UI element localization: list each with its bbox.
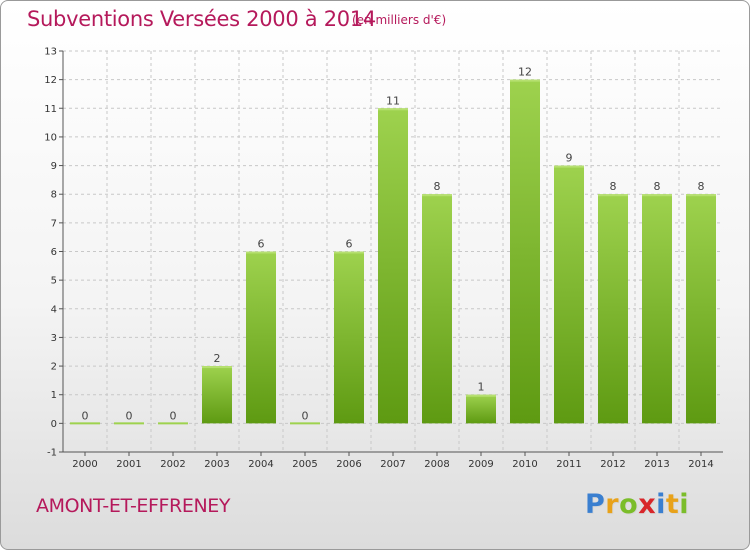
x-tick-label: 2009 <box>468 459 493 470</box>
bar-highlight <box>246 251 276 254</box>
x-tick-label: 2013 <box>644 459 669 470</box>
y-tick-label: 1 <box>51 390 57 401</box>
y-tick-label: -1 <box>47 448 57 459</box>
x-tick-label: 2014 <box>688 459 713 470</box>
logo-letter: r <box>605 489 620 520</box>
x-tick-label: 2007 <box>380 459 405 470</box>
y-tick-label: 4 <box>51 304 57 315</box>
x-tick-label: 2006 <box>336 459 361 470</box>
y-tick-label: 2 <box>51 362 57 373</box>
data-label: 6 <box>346 238 353 251</box>
proxiti-logo[interactable]: Proxiti <box>585 489 689 520</box>
y-tick-label: 8 <box>51 190 57 201</box>
y-tick-label: 13 <box>44 47 57 58</box>
logo-letter: i <box>656 489 666 520</box>
data-label: 8 <box>654 180 661 193</box>
y-tick-label: 11 <box>44 104 57 115</box>
y-tick-label: 9 <box>51 161 57 172</box>
bar-highlight <box>334 251 364 254</box>
x-tick-label: 2011 <box>556 459 581 470</box>
data-label: 0 <box>126 409 133 422</box>
bar <box>466 394 496 424</box>
x-tick-label: 2012 <box>600 459 625 470</box>
data-label: 2 <box>214 352 221 365</box>
data-label: 1 <box>478 381 485 394</box>
logo-letter: P <box>585 489 606 520</box>
data-label: 0 <box>170 409 177 422</box>
bars <box>70 79 716 425</box>
bar <box>158 422 188 425</box>
x-tick-label: 2003 <box>204 459 229 470</box>
data-label: 8 <box>434 180 441 193</box>
data-label: 8 <box>610 180 617 193</box>
x-tick-label: 2004 <box>248 459 273 470</box>
y-tick-label: 0 <box>51 419 57 430</box>
bar <box>686 194 716 424</box>
bar <box>334 251 364 424</box>
bar <box>598 194 628 424</box>
data-label: 0 <box>302 409 309 422</box>
y-tick-label: 3 <box>51 333 57 344</box>
bar-highlight <box>466 394 496 397</box>
x-tick-labels: 2000 2001 2002 2003 2004 2005 2006 2007 2008 2009… <box>72 459 713 470</box>
data-labels: 0 0 0 2 6 0 6 11 8 1 12 9 8 8 8 <box>82 66 705 423</box>
data-label: 9 <box>566 152 573 165</box>
data-label: 11 <box>386 94 400 107</box>
data-label: 8 <box>698 180 705 193</box>
chart-subtitle: (en milliers d'€) <box>352 13 447 27</box>
bar-highlight <box>422 194 452 197</box>
y-tick-label: 5 <box>51 276 57 287</box>
x-tick-label: 2005 <box>292 459 317 470</box>
bar <box>378 108 408 424</box>
data-label: 0 <box>82 409 89 422</box>
bar <box>246 251 276 424</box>
x-tick-label: 2001 <box>116 459 141 470</box>
axes <box>59 50 723 456</box>
bar-highlight <box>510 79 540 82</box>
y-tick-label: 12 <box>44 75 57 86</box>
x-tick-label: 2000 <box>72 459 97 470</box>
bar <box>642 194 672 424</box>
y-tick-label: 10 <box>44 132 57 143</box>
x-tick-label: 2008 <box>424 459 449 470</box>
y-tick-label: 7 <box>51 218 57 229</box>
bar-highlight <box>598 194 628 197</box>
bar <box>114 422 144 425</box>
bar <box>422 194 452 424</box>
data-label: 12 <box>518 66 532 79</box>
bar-highlight <box>686 194 716 197</box>
chart-title: Subventions Versées 2000 à 2014 <box>27 7 376 31</box>
logo-letter: o <box>619 489 639 520</box>
bar <box>510 79 540 424</box>
town-name: AMONT-ET-EFFRENEY <box>36 495 231 517</box>
x-tick-label: 2002 <box>160 459 185 470</box>
bar-highlight <box>378 108 408 111</box>
bar <box>554 165 584 424</box>
bar <box>290 422 320 425</box>
logo-letter: t <box>665 489 680 520</box>
bar-highlight <box>642 194 672 197</box>
x-tick-label: 2010 <box>512 459 537 470</box>
logo-letter: x <box>638 489 657 520</box>
bar <box>70 422 100 425</box>
bar <box>202 366 232 424</box>
y-tick-label: 6 <box>51 247 57 258</box>
bar-highlight <box>554 165 584 168</box>
bar-highlight <box>202 366 232 369</box>
logo-letter: i <box>679 489 690 520</box>
data-label: 6 <box>258 238 265 251</box>
